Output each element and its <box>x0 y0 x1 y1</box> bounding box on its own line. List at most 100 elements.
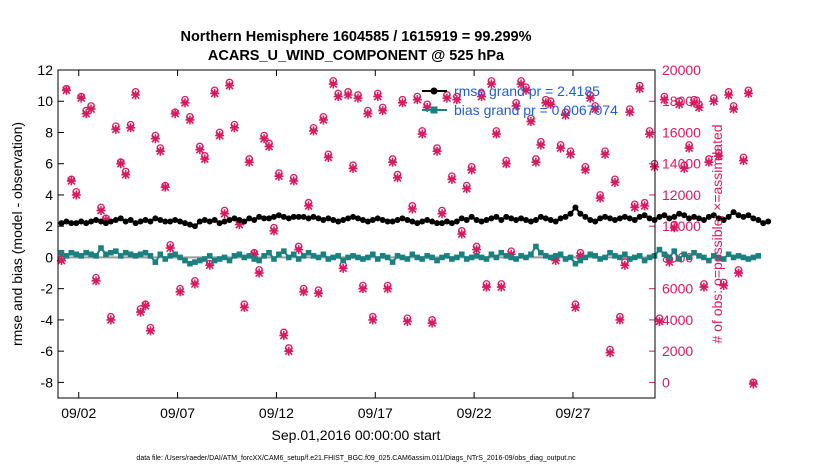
rmse-point <box>646 215 653 222</box>
bias-point <box>192 259 198 265</box>
rmse-point <box>760 220 767 227</box>
rmse-point <box>345 215 352 222</box>
rmse-point <box>597 215 604 222</box>
rmse-point <box>547 216 554 223</box>
rmse-point <box>438 220 445 227</box>
obs-assimilated-point <box>86 104 96 114</box>
obs-assimilated-point <box>363 109 373 119</box>
rmse-point <box>552 218 559 225</box>
rmse-point <box>236 216 243 223</box>
bias-point <box>513 256 519 262</box>
obs-assimilated-point <box>249 249 259 259</box>
bias-point <box>370 251 376 258</box>
obs-assimilated-point <box>669 223 679 233</box>
y-left-tick-label: 6 <box>45 156 53 172</box>
bias-point <box>113 248 119 254</box>
x-tick-label: 09/02 <box>61 405 96 421</box>
rmse-point <box>305 215 312 222</box>
x-tick-label: 09/17 <box>358 405 393 421</box>
obs-assimilated-point <box>294 245 304 255</box>
obs-assimilated-point <box>694 102 704 112</box>
bias-point <box>626 256 633 262</box>
obs-assimilated-point <box>234 220 244 230</box>
rmse-point <box>572 204 579 211</box>
bias-point <box>473 253 480 259</box>
bias-point <box>177 254 183 261</box>
obs-assimilated-point <box>66 176 76 186</box>
rmse-point <box>177 218 184 225</box>
obs-assimilated-point <box>215 131 225 141</box>
y-right-tick-label: 12000 <box>662 187 701 203</box>
bias-point <box>607 249 613 256</box>
rmse-point <box>513 216 520 223</box>
bias-point <box>715 254 722 261</box>
bias-point <box>706 257 712 264</box>
bias-point <box>528 251 534 258</box>
bias-point <box>612 253 618 259</box>
rmse-point <box>325 215 332 222</box>
rmse-point <box>562 213 569 220</box>
y-axis-right-label: # of obs: o=possible; ×=assimilated <box>709 124 725 343</box>
rmse-point <box>503 213 510 220</box>
bias-point <box>419 256 426 262</box>
obs-assimilated-point <box>313 288 323 298</box>
bias-point <box>720 256 727 262</box>
x-axis-label: Sep.01,2016 00:00:00 start <box>272 427 441 443</box>
obs-assimilated-point <box>116 159 126 169</box>
obs-assimilated-point <box>664 257 674 267</box>
obs-assimilated-point <box>600 149 610 159</box>
rmse-point <box>310 213 317 220</box>
bias-point <box>350 253 356 259</box>
obs-assimilated-point <box>200 154 210 164</box>
rmse-point <box>280 213 287 220</box>
obs-assimilated-point <box>165 243 175 253</box>
rmse-point <box>621 213 628 220</box>
obs-assimilated-point <box>160 182 170 192</box>
obs-assimilated-point <box>353 93 363 103</box>
bias-point <box>631 254 638 261</box>
obs-assimilated-point <box>210 88 220 98</box>
bias-point <box>226 257 233 264</box>
obs-assimilated-point <box>575 251 585 261</box>
bias-point <box>602 254 608 261</box>
obs-assimilated-point <box>373 92 383 102</box>
rmse-point <box>93 216 100 223</box>
bias-point <box>295 256 302 262</box>
obs-assimilated-point <box>729 104 739 114</box>
rmse-point <box>735 212 742 219</box>
obs-assimilated-point <box>734 268 744 278</box>
obs-assimilated-point <box>610 177 620 187</box>
bias-point <box>117 253 124 259</box>
bias-point <box>246 253 253 259</box>
rmse-point <box>73 220 80 227</box>
bias-point <box>740 254 747 261</box>
obs-assimilated-point <box>556 143 566 153</box>
rmse-point <box>266 215 273 222</box>
bias-point <box>617 254 623 261</box>
rmse-point <box>725 213 732 220</box>
obs-assimilated-point <box>709 96 719 106</box>
rmse-point <box>443 218 450 225</box>
obs-assimilated-point <box>61 85 71 95</box>
rmse-point <box>429 218 436 225</box>
obs-assimilated-point <box>516 79 526 89</box>
bias-point <box>701 254 707 261</box>
bias-point <box>463 256 470 262</box>
bias-point <box>538 249 544 256</box>
obs-assimilated-point <box>462 184 472 194</box>
obs-assimilated-point <box>91 276 101 286</box>
bias-point <box>285 254 292 261</box>
bias-point <box>271 256 277 262</box>
bias-point <box>478 254 485 261</box>
bias-point <box>622 251 628 258</box>
rmse-point <box>567 210 574 217</box>
rmse-point <box>592 218 599 225</box>
rmse-point <box>681 212 688 219</box>
obs-assimilated-point <box>244 157 254 167</box>
bias-point <box>335 253 342 259</box>
rmse-point <box>720 216 727 223</box>
y-left-tick-label: 0 <box>45 249 53 265</box>
obs-assimilated-point <box>625 107 635 117</box>
rmse-point <box>364 218 371 225</box>
obs-assimilated-point <box>551 256 561 266</box>
